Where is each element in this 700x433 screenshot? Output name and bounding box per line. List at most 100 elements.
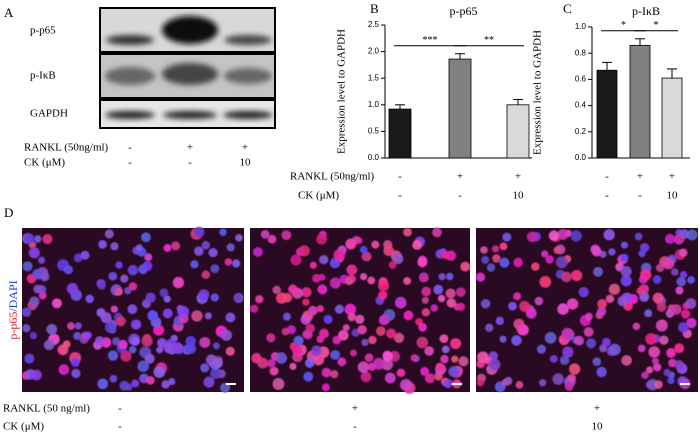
treatment-cell: -: [188, 157, 192, 169]
cell: [194, 246, 204, 256]
cell: [200, 363, 210, 373]
cell: [513, 257, 523, 268]
cell: [163, 244, 172, 252]
micrograph: [21, 226, 244, 393]
cell: [539, 276, 552, 288]
cell: [531, 262, 540, 271]
cell: [361, 251, 372, 262]
significance-label: *: [621, 20, 626, 31]
cell: [193, 226, 205, 238]
cell: [499, 242, 508, 251]
treatment-cell: -: [128, 157, 132, 169]
cell: [28, 247, 40, 259]
cell: [641, 371, 649, 380]
cell: [544, 331, 557, 344]
bar: [661, 77, 683, 159]
cell: [424, 373, 435, 384]
cell: [199, 336, 211, 348]
cell: [115, 261, 123, 269]
cell: [597, 298, 608, 309]
cell: [652, 275, 662, 284]
cell: [232, 259, 241, 268]
cell: [321, 367, 332, 378]
cell: [686, 317, 697, 329]
y-tick-label: 1.5: [368, 73, 380, 82]
cell: [382, 351, 393, 362]
cell: [260, 229, 270, 239]
treatment-cell: 10: [667, 190, 679, 202]
cell: [438, 273, 446, 281]
cell: [301, 287, 312, 298]
cell: [308, 305, 318, 316]
cell: [394, 296, 407, 309]
cell: [403, 227, 412, 237]
cell: [107, 350, 119, 361]
cell: [144, 253, 153, 262]
cell: [421, 286, 432, 297]
cell: [355, 314, 365, 324]
cell: [620, 253, 629, 262]
cell: [513, 292, 522, 301]
cell: [446, 298, 457, 308]
cell: [108, 271, 118, 281]
cell: [486, 263, 496, 272]
cell: [481, 255, 490, 264]
cell: [559, 355, 570, 366]
cell: [511, 335, 522, 346]
cell: [687, 275, 695, 284]
cell: [591, 246, 602, 257]
cell: [676, 276, 687, 287]
band-label: p-IκB: [30, 70, 56, 82]
cell: [480, 246, 488, 254]
treatment-cell: 10: [240, 157, 252, 169]
y-tick-label: 1.0: [575, 22, 587, 31]
cell: [566, 298, 579, 310]
cell: [156, 346, 164, 354]
cell: [269, 366, 279, 376]
cell: [32, 269, 42, 279]
cell: [457, 302, 466, 311]
cell: [73, 331, 82, 341]
cell: [386, 328, 397, 339]
cell: [450, 338, 462, 350]
cell: [185, 336, 196, 347]
cell: [225, 312, 236, 323]
cell: [418, 255, 427, 265]
cell: [345, 238, 357, 250]
cell: [119, 380, 130, 391]
cell: [110, 242, 119, 251]
cell: [185, 343, 197, 354]
cell: [118, 339, 128, 350]
cell: [645, 333, 657, 345]
cell: [153, 366, 166, 378]
cell: [302, 298, 310, 306]
cell: [21, 307, 32, 317]
cell: [172, 276, 185, 289]
cell: [541, 250, 549, 258]
cell: [632, 322, 641, 331]
cell: [555, 256, 568, 269]
band: [224, 68, 272, 84]
cell: [303, 371, 314, 382]
cell: [634, 232, 643, 241]
cell: [378, 314, 390, 326]
cell: [605, 294, 615, 304]
cell: [656, 302, 667, 312]
cell: [664, 233, 675, 245]
cell: [162, 308, 173, 319]
cell: [671, 268, 679, 276]
cell: [421, 308, 431, 317]
cell: [663, 368, 671, 377]
cell: [495, 316, 505, 326]
cell: [317, 284, 328, 295]
cell: [342, 324, 350, 332]
cell: [567, 373, 577, 383]
cell: [305, 323, 316, 334]
treatment-label: CK (μM): [24, 157, 65, 169]
cell: [620, 265, 632, 278]
cell: [291, 344, 302, 355]
cell: [203, 376, 215, 388]
cell: [255, 295, 264, 304]
cell: [312, 353, 325, 366]
cell: [673, 233, 685, 245]
